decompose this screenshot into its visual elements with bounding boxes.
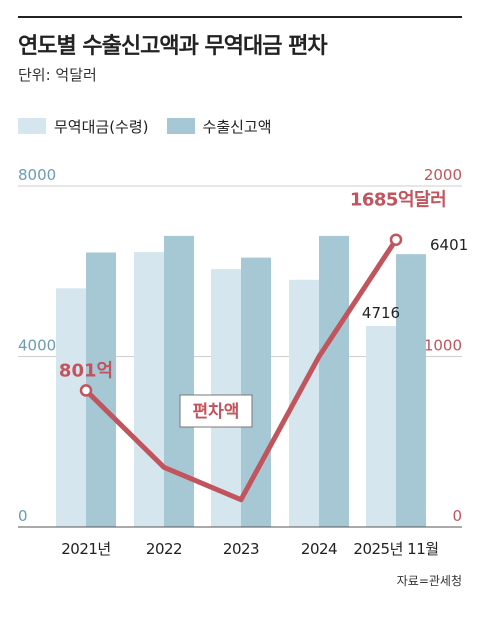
right-axis-tick-1: 1000 — [424, 337, 462, 355]
bar-export-4 — [396, 254, 426, 527]
label-difference-start: 801억 — [59, 360, 113, 381]
legend-item-trade: 무역대금(수령) — [18, 116, 149, 137]
bar-trade-4 — [366, 325, 396, 527]
category-label-0: 2021년 — [61, 540, 110, 558]
bar-export-3 — [319, 235, 349, 527]
right-axis-tick-0: 2000 — [424, 166, 462, 184]
legend-item-export: 수출신고액 — [166, 116, 272, 137]
legend-label-trade: 무역대금(수령) — [54, 117, 149, 136]
category-label-1: 2022 — [146, 540, 182, 558]
legend: 무역대금(수령) 수출신고액 — [18, 116, 290, 136]
bar-trade-0 — [56, 288, 86, 527]
category-label-4: 2025년 11월 — [353, 540, 438, 558]
left-axis-tick-2: 0 — [18, 507, 28, 525]
difference-label-box — [179, 394, 253, 428]
category-label-3: 2024 — [301, 540, 337, 558]
bar-export-2 — [241, 257, 271, 527]
label-difference-end: 1685억달러 — [350, 190, 446, 211]
bar-export-1 — [164, 235, 194, 527]
difference-point-end — [389, 233, 403, 246]
difference-series-label: 편차액 — [193, 402, 240, 422]
legend-label-export: 수출신고액 — [202, 117, 272, 136]
label-export-last: 6401 — [430, 236, 468, 254]
difference-line — [83, 237, 399, 503]
right-axis-tick-2: 0 — [452, 507, 462, 525]
source-note: 자료=관세청 — [396, 574, 462, 588]
bar-trade-1 — [134, 252, 164, 527]
difference-point-start — [79, 384, 93, 397]
legend-swatch-trade — [18, 118, 46, 134]
left-axis-tick-0: 8000 — [18, 166, 56, 184]
title-rule — [18, 16, 462, 18]
chart-title: 연도별 수출신고액과 무역대금 편차 — [18, 34, 328, 59]
label-trade-last: 4716 — [362, 304, 400, 322]
unit-label: 단위: 억달러 — [18, 66, 97, 84]
legend-swatch-export — [166, 118, 195, 134]
left-axis-tick-1: 4000 — [18, 337, 56, 355]
category-label-2: 2023 — [223, 540, 259, 558]
